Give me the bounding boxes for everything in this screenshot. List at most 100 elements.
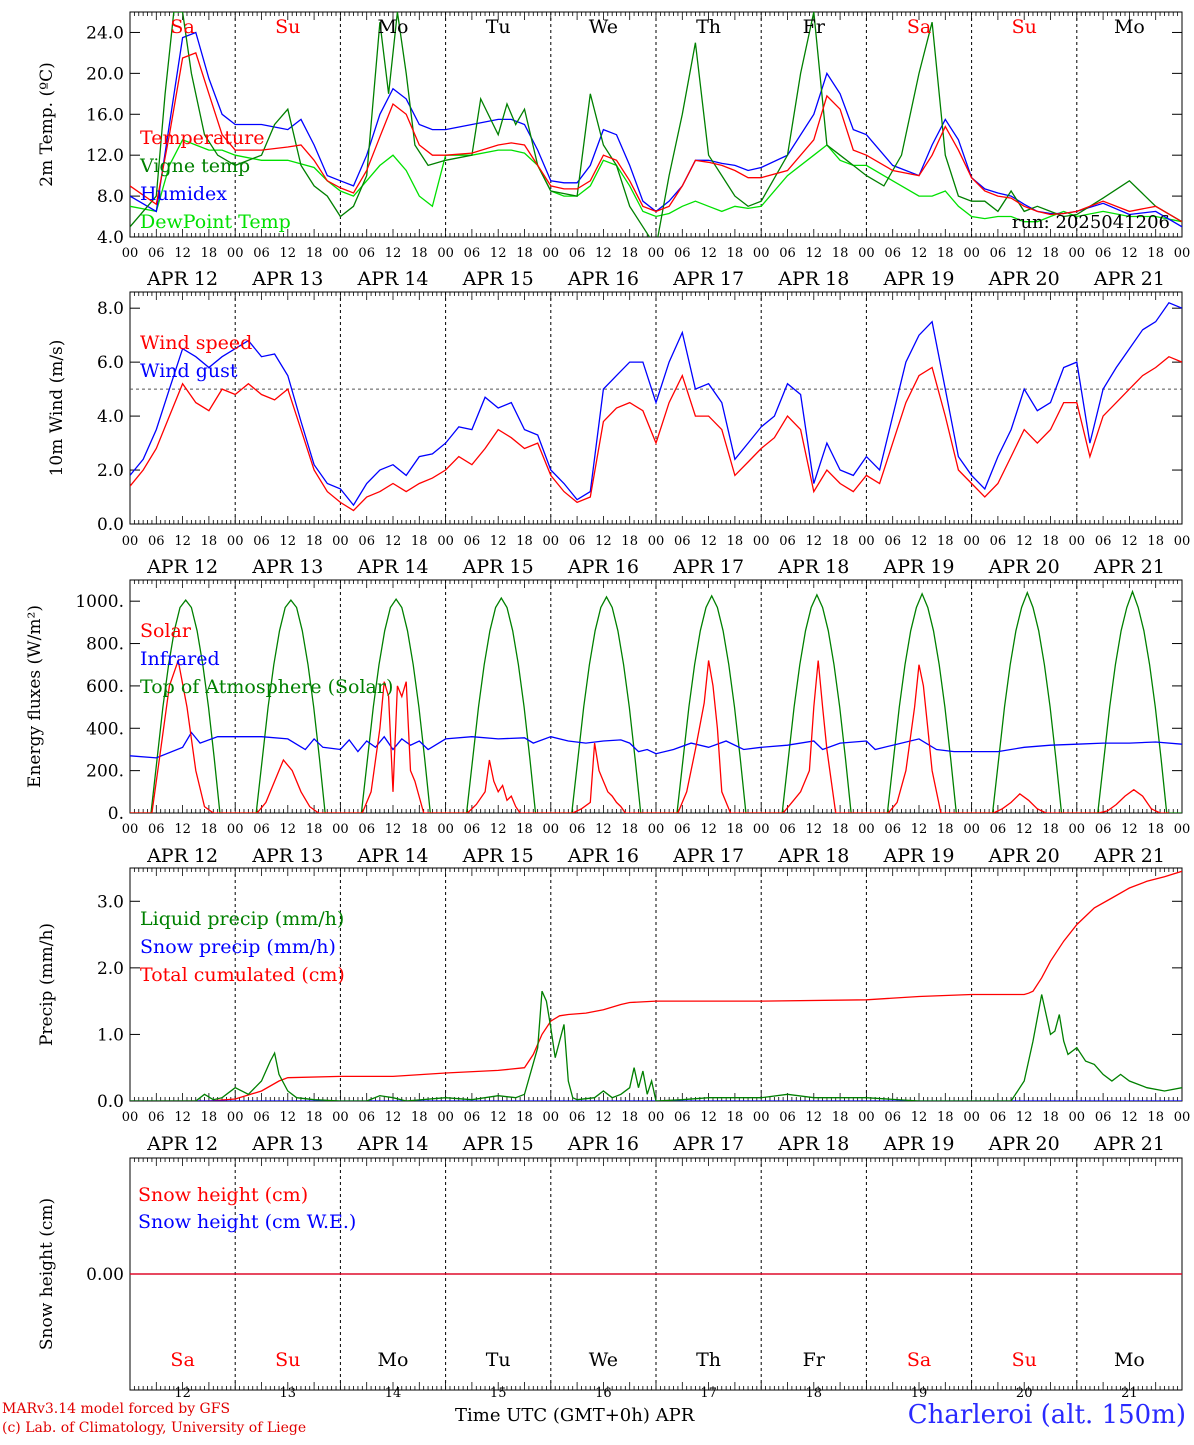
date-label: APR 13 [251,845,323,867]
hour-label: 18 [621,534,638,549]
hour-label: 12 [280,822,297,837]
date-label: APR 14 [356,268,428,290]
hour-label: 12 [174,246,191,261]
hour-label: 12 [280,534,297,549]
hour-label: 18 [621,246,638,261]
hour-label: 12 [595,1110,612,1125]
hour-label: 18 [306,246,323,261]
day-of-week-label: Mo [1114,1349,1145,1371]
hour-label: 12 [1016,246,1033,261]
date-label: APR 13 [251,556,323,578]
hour-label: 18 [1147,534,1164,549]
y-tick-label: 0.0 [97,515,124,535]
hour-label: 00 [753,246,770,261]
hour-label: 00 [1174,1110,1191,1125]
date-label: APR 21 [1093,556,1165,578]
hour-label: 18 [411,246,428,261]
hour-label: 18 [306,534,323,549]
hour-label: 12 [174,1110,191,1125]
day-of-week-label: We [589,16,618,38]
hour-label: 06 [464,822,481,837]
hour-label: 12 [911,246,928,261]
hour-label: 12 [174,534,191,549]
hour-label: 00 [753,822,770,837]
hour-label: 18 [937,822,954,837]
hour-label: 00 [332,246,349,261]
y-axis-title: Energy fluxes (W/m²) [25,605,45,788]
hour-label: 18 [411,822,428,837]
y-tick-label: 8.0 [97,299,124,319]
hour-label: 12 [1121,534,1138,549]
legend-label: Temperature [140,127,264,149]
hour-label: 12 [595,534,612,549]
series-group [130,589,1182,813]
hour-label: 06 [569,246,586,261]
date-label: APR 17 [672,268,744,290]
hour-label: 06 [884,1110,901,1125]
legend-label: Total cumulated (cm) [140,964,345,986]
hour-label: 12 [385,534,402,549]
y-tick-label: 4.0 [97,407,124,427]
hour-label: 06 [148,246,165,261]
date-label: APR 18 [777,845,849,867]
hour-label: 18 [516,246,533,261]
date-label: APR 15 [462,556,534,578]
hour-label: 06 [464,534,481,549]
hour-label: 06 [253,822,270,837]
hour-label: 00 [1069,534,1086,549]
hour-label: 06 [358,246,375,261]
hour-label: 12 [1121,246,1138,261]
hour-label: 12 [700,534,717,549]
day-of-week-label: Th [696,1349,721,1371]
hour-label: 06 [779,1110,796,1125]
y-tick-label: 12.0 [86,146,124,166]
hour-label: 00 [437,822,454,837]
station-name: Charleroi (alt. 150m) [907,1400,1186,1430]
hour-label: 18 [1042,534,1059,549]
y-tick-label: 24.0 [86,23,124,43]
hour-label: 18 [411,1110,428,1125]
hour-label: 06 [1095,1110,1112,1125]
hour-label: 12 [806,534,823,549]
hour-label: 12 [1016,822,1033,837]
hour-label: 18 [832,822,849,837]
day-number-label: 21 [1121,1386,1138,1401]
series-group [130,870,1182,1101]
date-label: APR 16 [567,845,639,867]
y-axis-title: Precip (mm/h) [37,923,57,1046]
date-label: APR 21 [1093,268,1165,290]
run-annotation: run: 2025041206 [1012,212,1170,233]
hour-label: 06 [253,534,270,549]
hour-label: 00 [1069,246,1086,261]
hour-label: 06 [253,1110,270,1125]
y-tick-label: 4.0 [97,228,124,248]
hour-label: 00 [858,822,875,837]
hour-label: 00 [858,1110,875,1125]
hour-label: 18 [727,1110,744,1125]
hour-label: 00 [227,246,244,261]
hour-label: 12 [911,822,928,837]
date-label: APR 20 [988,845,1060,867]
hour-label: 00 [437,246,454,261]
day-of-week-label: We [589,1349,618,1371]
hour-label: 06 [253,246,270,261]
panel-frame [129,11,1183,238]
series-line-infrared [130,731,1182,759]
y-tick-label: 3.0 [97,892,124,912]
hour-label: 00 [543,246,560,261]
legend-label: Snow height (cm) [138,1184,308,1206]
y-tick-label: 20.0 [86,64,124,84]
date-label: APR 20 [988,268,1060,290]
hour-label: 18 [201,246,218,261]
date-label: APR 12 [146,268,218,290]
date-label: APR 15 [462,1133,534,1155]
hour-label: 06 [358,534,375,549]
day-of-week-label: Sa [170,16,194,38]
day-of-week-label: Mo [378,1349,409,1371]
hour-label: 06 [1095,534,1112,549]
hour-label: 00 [1174,246,1191,261]
hour-label: 18 [516,1110,533,1125]
date-label: APR 19 [882,268,954,290]
legend-label: Snow precip (mm/h) [140,936,336,958]
hour-label: 12 [490,246,507,261]
